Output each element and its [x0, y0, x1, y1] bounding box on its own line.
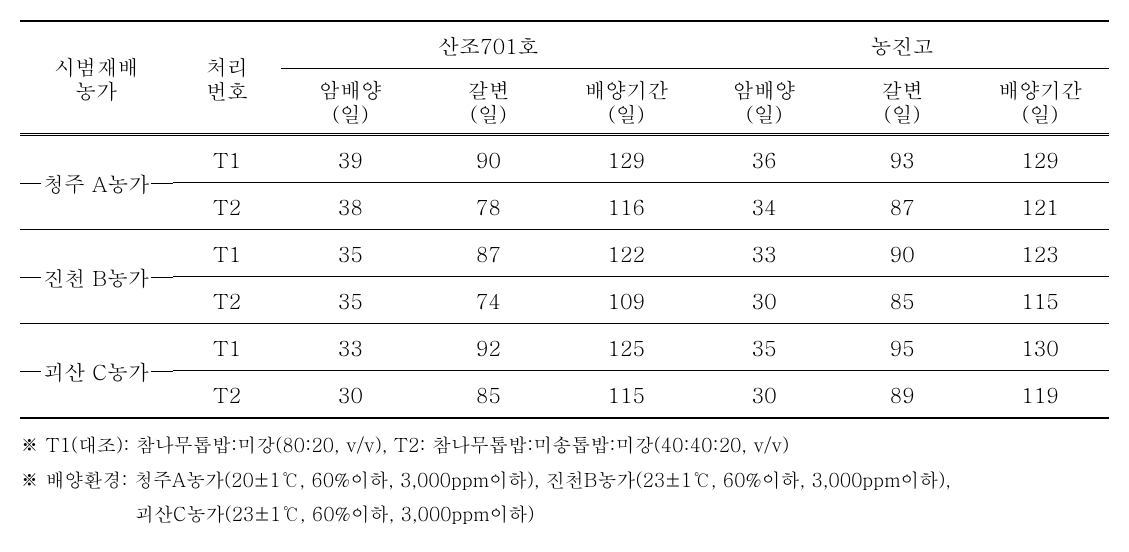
farm-label: 진천 B농가 [41, 262, 151, 292]
treatment-cell: T1 [173, 324, 282, 371]
header-dark-2: 암배양 (일) [695, 69, 833, 135]
value-cell: 116 [557, 183, 695, 230]
treatment-cell: T2 [173, 277, 282, 324]
footnote-2: ※ 배양환경: 청주A농가(20±1℃, 60%이하, 3,000ppm이하),… [20, 464, 1109, 496]
data-table: 시범재배 농가 처리 번호 산조701호 농진고 암배양 (일) 갈변 (일) … [20, 20, 1109, 419]
farm-label: 청주 A농가 [41, 168, 151, 198]
header-brown-2: 갈변 (일) [833, 69, 971, 135]
value-cell: 87 [419, 230, 557, 277]
value-cell: 130 [971, 324, 1109, 371]
value-cell: 30 [695, 371, 833, 419]
header-dark-1: 암배양 (일) [281, 69, 419, 135]
farm-cell: 청주 A농가 [20, 135, 173, 230]
value-cell: 39 [281, 135, 419, 183]
value-cell: 30 [281, 371, 419, 419]
header-farm: 시범재배 농가 [20, 21, 173, 135]
treatment-cell: T1 [173, 135, 282, 183]
farm-cell: 괴산 C농가 [20, 324, 173, 419]
value-cell: 74 [419, 277, 557, 324]
value-cell: 90 [833, 230, 971, 277]
header-treat-l2: 번호 [206, 75, 248, 105]
value-cell: 125 [557, 324, 695, 371]
farm-label: 괴산 C농가 [41, 356, 151, 386]
value-cell: 78 [419, 183, 557, 230]
value-cell: 93 [833, 135, 971, 183]
value-cell: 89 [833, 371, 971, 419]
value-cell: 129 [557, 135, 695, 183]
value-cell: 30 [695, 277, 833, 324]
value-cell: 38 [281, 183, 419, 230]
header-treatment: 처리 번호 [173, 21, 282, 135]
treatment-cell: T2 [173, 183, 282, 230]
value-cell: 92 [419, 324, 557, 371]
value-cell: 123 [971, 230, 1109, 277]
footnote-3: 괴산C농가(23±1℃, 60%이하, 3,000ppm이하) [20, 498, 1109, 530]
value-cell: 95 [833, 324, 971, 371]
value-cell: 87 [833, 183, 971, 230]
value-cell: 115 [557, 371, 695, 419]
treatment-cell: T2 [173, 371, 282, 419]
value-cell: 36 [695, 135, 833, 183]
value-cell: 121 [971, 183, 1109, 230]
header-farm-l2: 농가 [75, 75, 117, 105]
value-cell: 90 [419, 135, 557, 183]
value-cell: 129 [971, 135, 1109, 183]
header-variety2: 농진고 [695, 21, 1109, 69]
value-cell: 35 [281, 277, 419, 324]
header-brown-1: 갈변 (일) [419, 69, 557, 135]
header-period-1: 배양기간 (일) [557, 69, 695, 135]
value-cell: 85 [419, 371, 557, 419]
value-cell: 109 [557, 277, 695, 324]
footnote-1: ※ T1(대조): 참나무톱밥:미강(80:20, v/v), T2: 참나무톱… [20, 429, 1109, 461]
farm-cell: 진천 B농가 [20, 230, 173, 324]
value-cell: 33 [695, 230, 833, 277]
footnotes: ※ T1(대조): 참나무톱밥:미강(80:20, v/v), T2: 참나무톱… [20, 429, 1109, 530]
value-cell: 35 [281, 230, 419, 277]
value-cell: 34 [695, 183, 833, 230]
value-cell: 119 [971, 371, 1109, 419]
header-variety1: 산조701호 [281, 21, 695, 69]
value-cell: 85 [833, 277, 971, 324]
value-cell: 115 [971, 277, 1109, 324]
value-cell: 35 [695, 324, 833, 371]
header-period-2: 배양기간 (일) [971, 69, 1109, 135]
treatment-cell: T1 [173, 230, 282, 277]
value-cell: 33 [281, 324, 419, 371]
value-cell: 122 [557, 230, 695, 277]
